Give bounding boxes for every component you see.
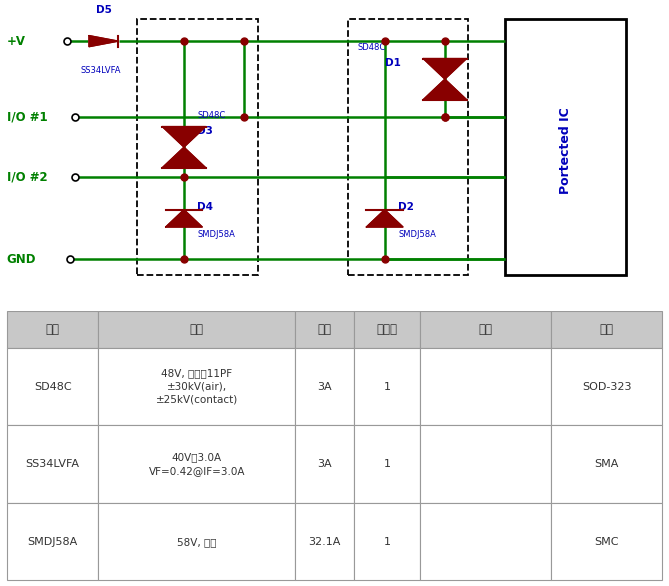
Bar <box>295 347 354 425</box>
Text: D1: D1 <box>385 57 401 67</box>
Text: SMDJ58A: SMDJ58A <box>197 230 235 239</box>
Bar <box>551 311 662 347</box>
Text: Portected IC: Portected IC <box>559 107 572 194</box>
Bar <box>7 347 98 425</box>
Bar <box>295 311 354 347</box>
Text: SD48C: SD48C <box>358 43 386 52</box>
Text: 1: 1 <box>383 459 391 469</box>
Bar <box>354 503 419 581</box>
Polygon shape <box>89 36 118 47</box>
Text: 1: 1 <box>383 381 391 391</box>
Bar <box>295 425 354 503</box>
Text: 58V, 单向: 58V, 单向 <box>177 537 217 547</box>
Bar <box>7 425 98 503</box>
Bar <box>7 503 98 581</box>
Text: 48V, 双向，11PF
±30kV(air),
±25kV(contact): 48V, 双向，11PF ±30kV(air), ±25kV(contact) <box>156 369 238 405</box>
Polygon shape <box>163 147 206 168</box>
Polygon shape <box>367 210 403 227</box>
Bar <box>551 425 662 503</box>
Text: I/O #2: I/O #2 <box>7 171 47 183</box>
Bar <box>98 425 295 503</box>
Text: SS34LVFA: SS34LVFA <box>80 66 120 75</box>
Text: SS34LVFA: SS34LVFA <box>25 459 80 469</box>
Text: 32.1A: 32.1A <box>308 537 341 547</box>
Polygon shape <box>163 127 206 147</box>
Text: SMA: SMA <box>594 459 619 469</box>
Bar <box>7 311 98 347</box>
Text: SMC: SMC <box>594 537 619 547</box>
Polygon shape <box>166 210 203 227</box>
Polygon shape <box>423 79 467 100</box>
Text: 描述: 描述 <box>190 323 204 336</box>
Text: I/O #1: I/O #1 <box>7 111 47 124</box>
Text: D5: D5 <box>96 5 112 15</box>
Text: D3: D3 <box>197 125 213 136</box>
Text: SD48C: SD48C <box>33 381 72 391</box>
Text: SD48C: SD48C <box>197 111 225 120</box>
Bar <box>98 503 295 581</box>
Text: SMDJ58A: SMDJ58A <box>398 230 436 239</box>
Text: SMDJ58A: SMDJ58A <box>27 537 78 547</box>
Bar <box>354 347 419 425</box>
Bar <box>419 425 551 503</box>
Bar <box>348 19 468 275</box>
Bar <box>354 311 419 347</box>
Text: SOD-323: SOD-323 <box>582 381 632 391</box>
Text: 封装: 封装 <box>599 323 613 336</box>
Polygon shape <box>423 59 467 79</box>
Text: 3A: 3A <box>317 381 332 391</box>
Bar <box>354 425 419 503</box>
Bar <box>295 503 354 581</box>
Bar <box>137 19 258 275</box>
Text: 电流: 电流 <box>318 323 332 336</box>
Text: D4: D4 <box>197 202 213 213</box>
Text: 3A: 3A <box>317 459 332 469</box>
Text: 1: 1 <box>383 537 391 547</box>
Bar <box>419 503 551 581</box>
Text: GND: GND <box>7 253 36 266</box>
Bar <box>551 503 662 581</box>
Text: 40V，3.0A
VF=0.42@IF=3.0A: 40V，3.0A VF=0.42@IF=3.0A <box>149 452 245 476</box>
Text: 型号: 型号 <box>45 323 60 336</box>
Bar <box>505 19 626 275</box>
Bar <box>419 347 551 425</box>
Text: D2: D2 <box>398 202 414 213</box>
Text: 通道数: 通道数 <box>377 323 397 336</box>
Bar <box>98 347 295 425</box>
Bar <box>98 311 295 347</box>
Bar <box>419 311 551 347</box>
Text: 外观: 外观 <box>478 323 492 336</box>
Text: +V: +V <box>7 35 25 47</box>
Bar <box>551 347 662 425</box>
